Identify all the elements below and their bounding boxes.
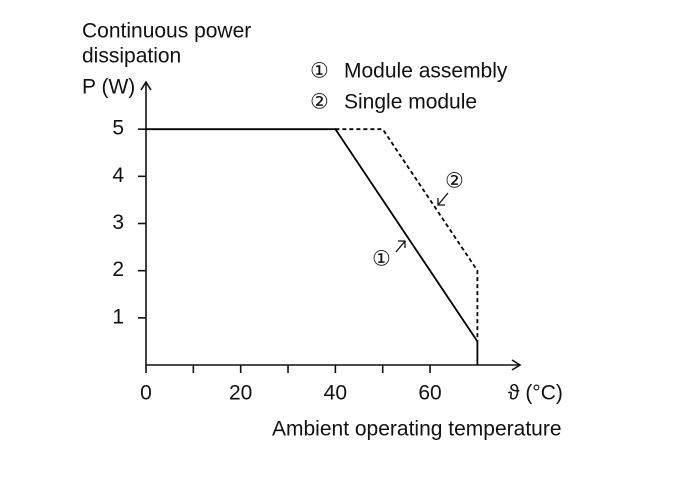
x-tick-label: 0 bbox=[140, 382, 152, 405]
y-axis-title: dissipation bbox=[82, 45, 181, 68]
callout-arrow bbox=[395, 240, 406, 253]
y-tick-label: 4 bbox=[112, 164, 124, 187]
y-tick-label: 2 bbox=[112, 258, 124, 281]
x-tick-label: 20 bbox=[229, 382, 252, 405]
curve-marker: ② bbox=[445, 170, 464, 193]
data-line bbox=[335, 128, 479, 342]
legend-marker: ① bbox=[310, 60, 329, 83]
callout-arrow bbox=[437, 192, 449, 206]
y-tick-label: 3 bbox=[112, 211, 124, 234]
x-tick-label: 60 bbox=[418, 382, 441, 405]
curve-marker: ① bbox=[372, 248, 391, 271]
legend-label: Module assembly bbox=[344, 60, 508, 83]
x-axis-unit: ϑ (°C) bbox=[508, 382, 563, 405]
y-axis-arrow bbox=[140, 80, 152, 91]
data-line bbox=[146, 128, 479, 365]
y-axis-title: Continuous power bbox=[82, 20, 251, 43]
y-tick-label: 5 bbox=[112, 117, 124, 140]
x-axis-title: Ambient operating temperature bbox=[272, 418, 562, 441]
legend-marker: ② bbox=[310, 91, 329, 114]
y-tick-label: 1 bbox=[112, 305, 124, 328]
legend-label: Single module bbox=[344, 91, 477, 114]
x-tick-label: 40 bbox=[324, 382, 347, 405]
y-axis-title: P (W) bbox=[82, 76, 135, 99]
x-axis-arrow bbox=[511, 359, 522, 371]
